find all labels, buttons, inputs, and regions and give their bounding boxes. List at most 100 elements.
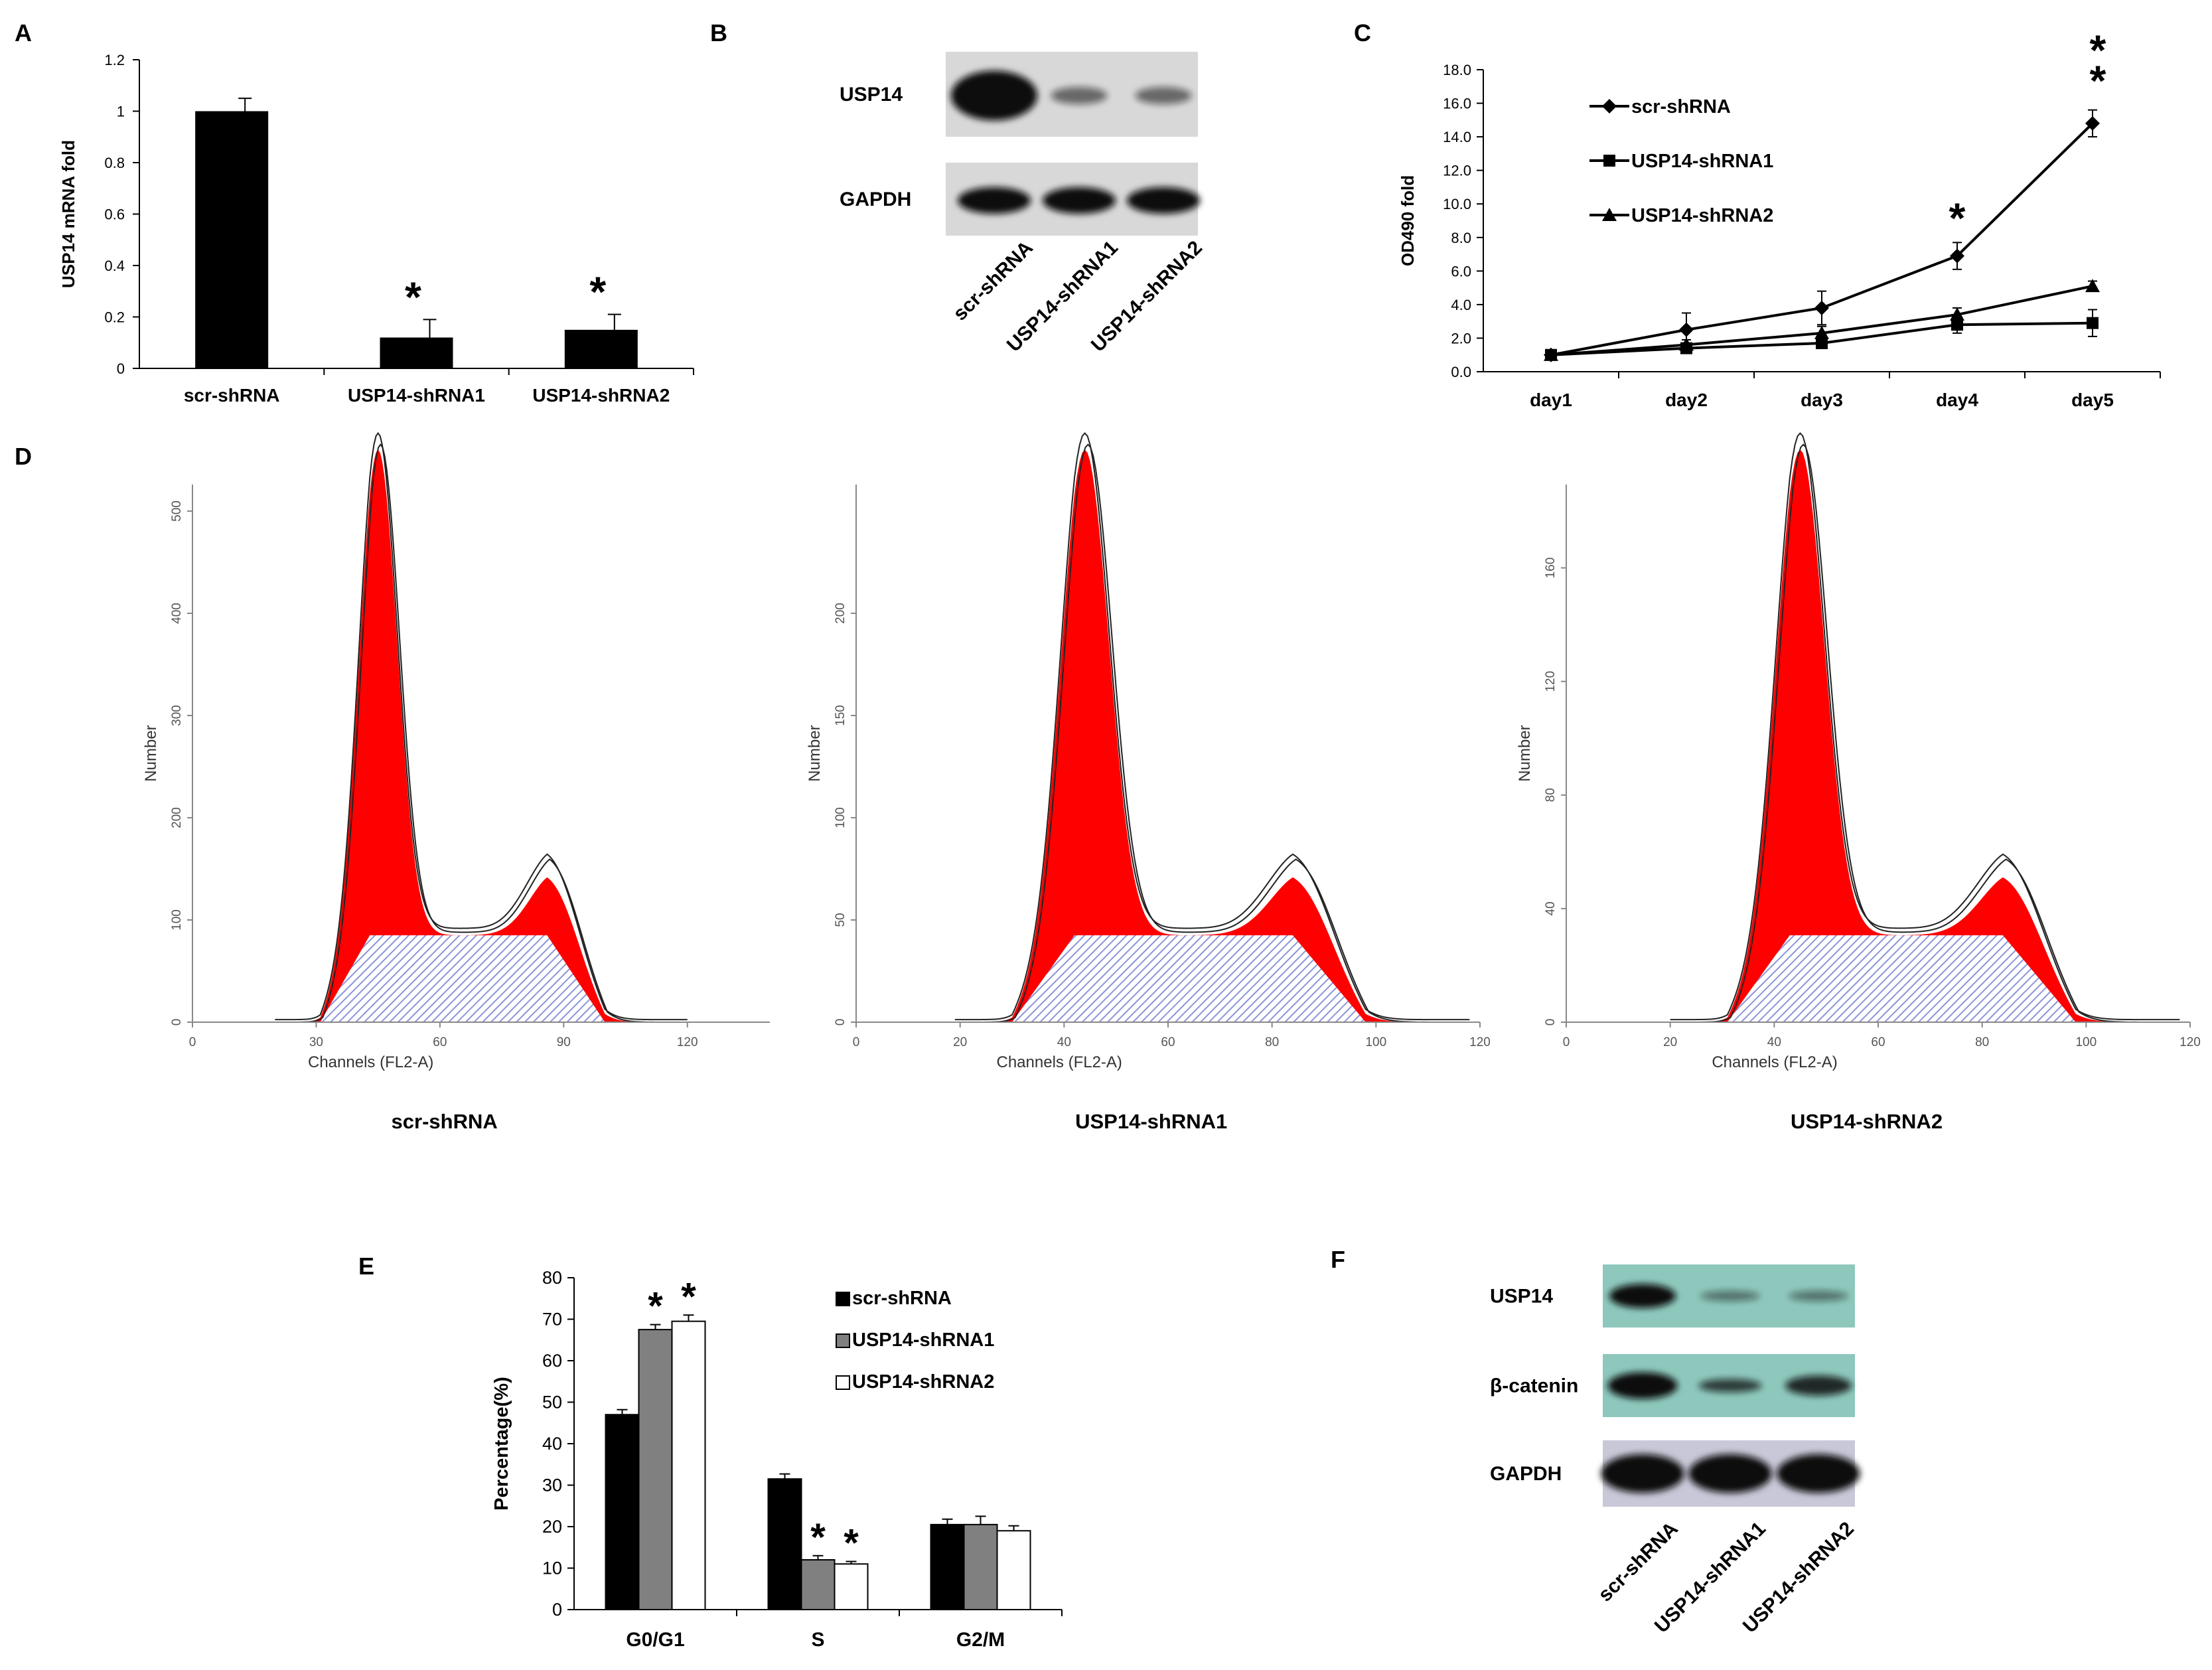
legend-swatch <box>836 1292 850 1306</box>
g1-peak-fill <box>275 449 688 1022</box>
blot-band <box>1043 187 1116 214</box>
legend-label: USP14-shRNA2 <box>852 1371 994 1393</box>
x-axis-title: Channels (FL2-A) <box>1712 1053 1837 1071</box>
histogram-label: USP14-shRNA1 <box>1075 1110 1227 1133</box>
legend-label: scr-shRNA <box>1631 96 1731 117</box>
y-tick-label: 0 <box>170 1019 184 1026</box>
bar <box>564 329 638 368</box>
flow-cytometry-d: 0 30 60 90 1200100200300400500NumberChannels… <box>142 431 2201 1133</box>
x-tick-label: 100 <box>1365 1035 1386 1049</box>
bar <box>996 1530 1031 1610</box>
bar <box>834 1563 869 1610</box>
x-tick-label: 120 <box>2179 1035 2201 1049</box>
legend-swatch <box>836 1333 850 1348</box>
y-tick-label: 160 <box>1544 558 1558 579</box>
y-tick-label: 50 <box>542 1393 562 1412</box>
g1-peak-fill <box>1670 449 2180 1022</box>
data-point <box>1950 248 1964 264</box>
y-tick-label: 1.2 <box>104 52 125 68</box>
x-tick-label: 60 <box>1871 1035 1885 1049</box>
x-tick-label: 40 <box>1767 1035 1781 1049</box>
panel-letter-f: F <box>1331 1246 1345 1273</box>
y-tick-label: 14.0 <box>1443 129 1471 145</box>
y-tick-label: 10.0 <box>1443 196 1471 212</box>
y-tick-label: 20 <box>542 1517 562 1537</box>
western-blot-f: USP14β-cateninGAPDHscr-shRNAUSP14-shRNA1… <box>1490 1264 1860 1637</box>
y-tick-label: 0 <box>1544 1019 1558 1026</box>
x-category-label: day4 <box>1936 390 1978 410</box>
y-tick-label: 50 <box>834 913 848 927</box>
data-point <box>2085 279 2100 293</box>
y-tick-label: 0 <box>552 1600 562 1620</box>
y-tick-label: 18.0 <box>1443 62 1471 78</box>
bar <box>195 111 269 368</box>
bar <box>638 1329 673 1610</box>
blot-band <box>1609 1284 1676 1308</box>
data-point <box>1679 322 1694 337</box>
chart-e-cell-cycle: 0 10 20 30 40 50 60 70 80 Percentage(%) * * G0/G1 * * S… <box>491 1268 1063 1651</box>
bar <box>671 1320 706 1610</box>
panel-letter-b: B <box>710 19 727 46</box>
significance-star: * <box>589 268 606 316</box>
legend-swatch <box>836 1375 850 1390</box>
y-tick-label: 80 <box>542 1268 562 1288</box>
blot-band <box>1601 1454 1684 1493</box>
panel-letter-c: C <box>1354 19 1371 46</box>
histogram-outline <box>1670 432 2180 1021</box>
significance-star: * <box>1949 194 1966 242</box>
x-category-label: USP14-shRNA2 <box>532 385 670 406</box>
y-tick-label: 1 <box>117 104 125 120</box>
blot-row-label: USP14 <box>1490 1286 1553 1308</box>
y-tick-label: 0.0 <box>1451 364 1471 380</box>
s-phase-fill <box>1670 935 2180 1022</box>
y-tick-label: 40 <box>1544 901 1558 915</box>
y-tick-label: 200 <box>834 603 848 624</box>
y-tick-label: 0.2 <box>104 309 125 326</box>
y-tick-label: 6.0 <box>1451 263 1471 279</box>
significance-star: * <box>810 1516 826 1559</box>
significance-star: * <box>681 1275 696 1318</box>
blot-lane-label: scr-shRNA <box>949 237 1037 325</box>
y-tick-label: 100 <box>834 807 848 828</box>
data-point <box>1814 300 1829 315</box>
blot-band <box>1607 1372 1678 1399</box>
blot-band <box>1700 1290 1760 1302</box>
blot-band <box>1789 1290 1848 1302</box>
bar <box>963 1523 998 1610</box>
x-tick-label: 100 <box>2075 1035 2097 1049</box>
significance-star: * <box>648 1285 663 1328</box>
x-tick-label: 20 <box>1663 1035 1677 1049</box>
x-tick-label: 40 <box>1057 1035 1071 1049</box>
x-tick-label: 90 <box>557 1035 571 1049</box>
y-tick-label: 0 <box>117 360 125 377</box>
y-axis-title: Number <box>1516 725 1534 781</box>
y-axis-title: Number <box>142 725 160 781</box>
y-tick-label: 300 <box>170 705 184 726</box>
x-tick-label: 120 <box>677 1035 698 1049</box>
data-point <box>2085 115 2100 131</box>
x-tick-label: 30 <box>309 1035 323 1049</box>
x-tick-label: 120 <box>1469 1035 1491 1049</box>
y-tick-label: 100 <box>170 909 184 931</box>
bar <box>767 1478 802 1610</box>
histogram-label: USP14-shRNA2 <box>1791 1110 1943 1133</box>
y-tick-label: 2.0 <box>1451 330 1471 346</box>
histogram-outline <box>954 432 1470 1021</box>
x-category-label: day5 <box>2071 390 2114 410</box>
y-tick-label: 12.0 <box>1443 163 1471 179</box>
x-tick-label: 60 <box>433 1035 447 1049</box>
y-axis-title: USP14 mRNA fold <box>58 140 78 288</box>
panel-letter-e: E <box>358 1252 374 1280</box>
panel-letter-a: A <box>15 19 32 46</box>
y-tick-label: 80 <box>1544 788 1558 802</box>
blot-row-label: GAPDH <box>1490 1463 1562 1485</box>
histogram-outline <box>275 431 688 1021</box>
y-axis-title: OD490 fold <box>1398 175 1418 266</box>
x-tick-label: 60 <box>1161 1035 1175 1049</box>
legend-label: USP14-shRNA1 <box>1631 151 1773 172</box>
legend-marker <box>1602 208 1617 221</box>
legend-label: USP14-shRNA2 <box>1631 205 1773 226</box>
y-axis-title: Number <box>806 725 824 781</box>
significance-star: * <box>405 273 421 321</box>
significance-star: * <box>2090 27 2106 74</box>
